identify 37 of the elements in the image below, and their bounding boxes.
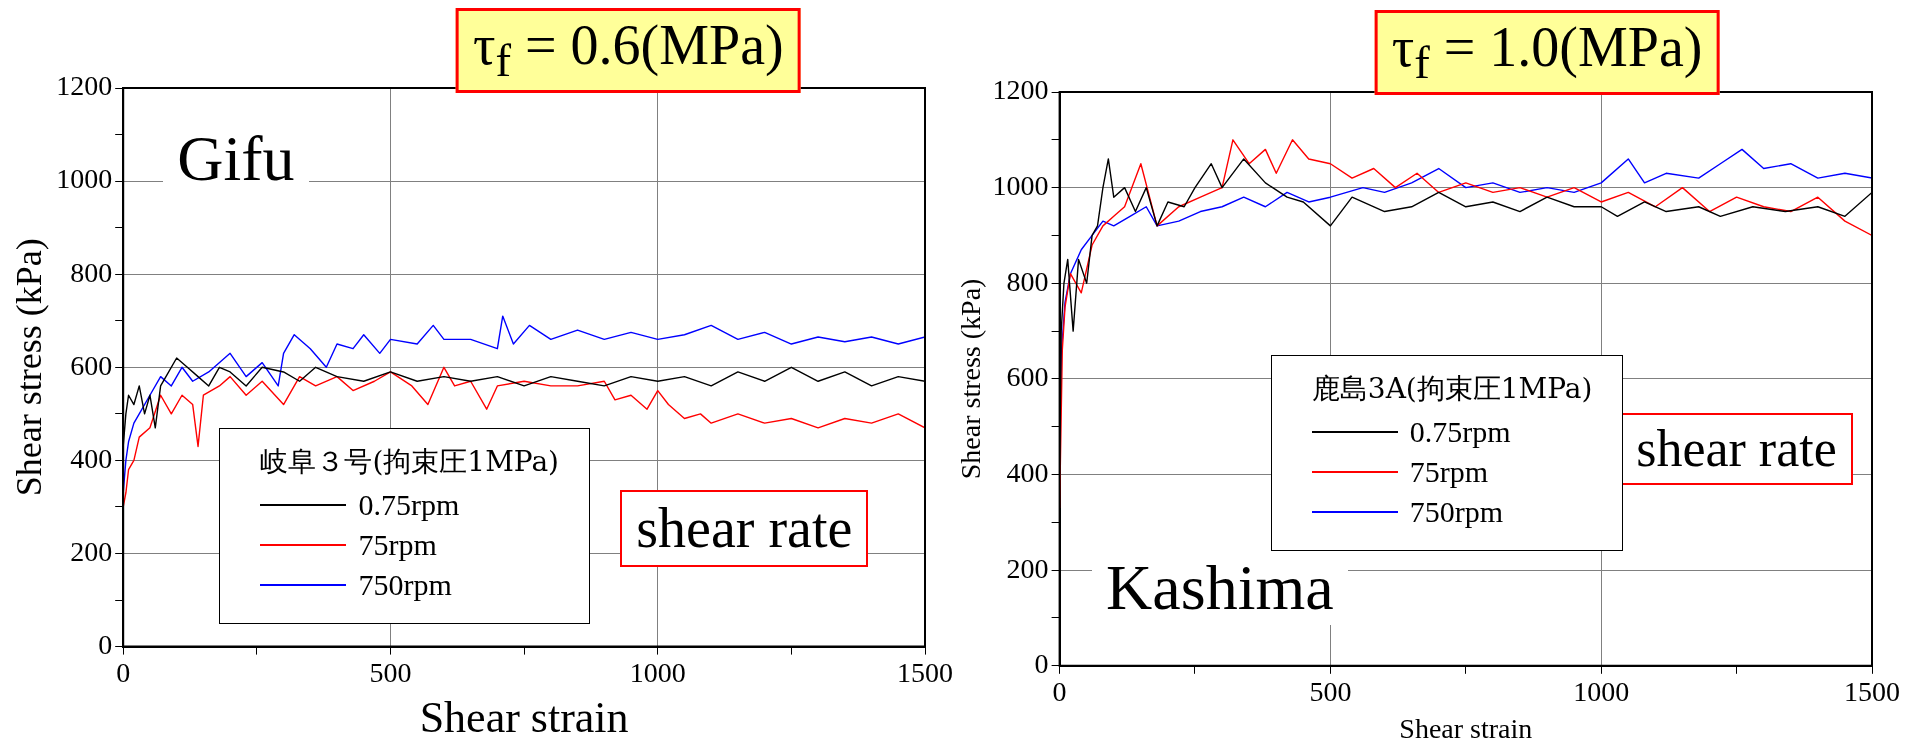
y-tick-label: 400 xyxy=(1006,456,1049,488)
x-tick-label: 500 xyxy=(369,656,412,688)
text: τ$_{f}$ = 0.6(MPa) xyxy=(455,8,801,93)
y-tick-label: 400 xyxy=(70,442,113,474)
y-tick-label: 800 xyxy=(70,256,113,288)
legend-label: 750rpm xyxy=(1409,495,1504,530)
y-axis-title: Shear stress (kPa) xyxy=(9,238,50,497)
x-tick-label: 1000 xyxy=(629,656,686,688)
y-tick-label: 1000 xyxy=(56,163,113,195)
x-tick-label: 1500 xyxy=(1844,675,1900,707)
y-tick-label: 1200 xyxy=(56,70,113,102)
legend-label: 750rpm xyxy=(358,568,452,603)
y-tick-label: 200 xyxy=(70,535,113,567)
y-tick-label: 1200 xyxy=(992,74,1049,106)
x-axis-title: Shear strain xyxy=(1399,712,1533,744)
y-tick-label: 800 xyxy=(1006,265,1049,297)
x-axis-title: Shear strain xyxy=(419,693,629,743)
x-tick-label: 1000 xyxy=(1573,675,1630,707)
y-tick-label: 600 xyxy=(1006,361,1049,393)
annotation: Gifu xyxy=(163,121,309,196)
y-tick-label: 0 xyxy=(98,628,113,660)
legend-title: 岐阜３号(拘束圧1MPa) xyxy=(260,444,560,481)
x-tick-label: 500 xyxy=(1309,675,1352,707)
annotation: shear rate xyxy=(620,490,869,567)
text: τ$_{f}$ = 1.0(MPa) xyxy=(1374,10,1720,95)
y-axis-title: Shear stress (kPa) xyxy=(955,278,987,480)
annotation: Kashima xyxy=(1092,551,1348,625)
y-tick-label: 1000 xyxy=(992,169,1049,201)
y-tick-label: 200 xyxy=(1006,552,1049,584)
legend-label: 75rpm xyxy=(358,528,437,563)
annotation: shear rate xyxy=(1620,413,1853,486)
y-tick-label: 600 xyxy=(70,349,113,381)
legend-label: 0.75rpm xyxy=(1409,415,1511,450)
x-tick-label: 1500 xyxy=(897,656,953,688)
legend-title: 鹿島3A(拘束圧1MPa) xyxy=(1311,371,1593,408)
legend-label: 75rpm xyxy=(1409,455,1489,490)
legend-label: 0.75rpm xyxy=(358,488,460,523)
